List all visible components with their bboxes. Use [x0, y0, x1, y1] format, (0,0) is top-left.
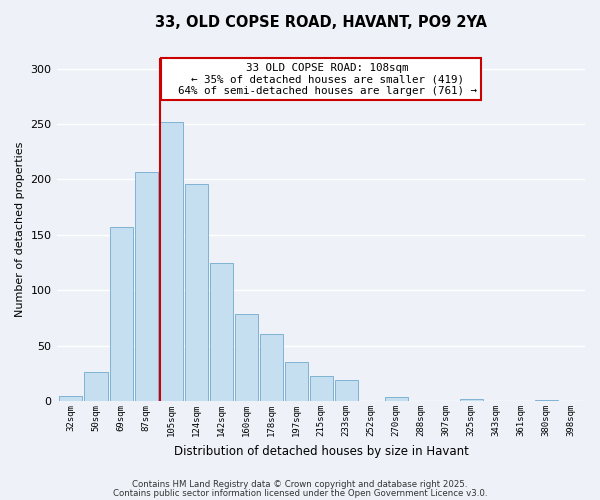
Bar: [310, 376, 332, 401]
Y-axis label: Number of detached properties: Number of detached properties: [15, 142, 25, 317]
Bar: [59, 396, 82, 401]
Text: Contains HM Land Registry data © Crown copyright and database right 2025.: Contains HM Land Registry data © Crown c…: [132, 480, 468, 489]
Bar: [335, 380, 358, 401]
Bar: [85, 372, 107, 401]
Bar: [110, 227, 133, 401]
Bar: [209, 262, 233, 401]
Bar: [460, 399, 482, 401]
Title: 33, OLD COPSE ROAD, HAVANT, PO9 2YA: 33, OLD COPSE ROAD, HAVANT, PO9 2YA: [155, 15, 487, 30]
Bar: [185, 184, 208, 401]
Bar: [535, 400, 558, 401]
Text: Contains public sector information licensed under the Open Government Licence v3: Contains public sector information licen…: [113, 490, 487, 498]
Bar: [160, 122, 182, 401]
Bar: [134, 172, 158, 401]
Bar: [235, 314, 257, 401]
Bar: [385, 396, 407, 401]
Bar: [260, 334, 283, 401]
X-axis label: Distribution of detached houses by size in Havant: Distribution of detached houses by size …: [173, 444, 469, 458]
Bar: [284, 362, 308, 401]
Text: 33 OLD COPSE ROAD: 108sqm
  ← 35% of detached houses are smaller (419)
  64% of : 33 OLD COPSE ROAD: 108sqm ← 35% of detac…: [165, 62, 477, 96]
